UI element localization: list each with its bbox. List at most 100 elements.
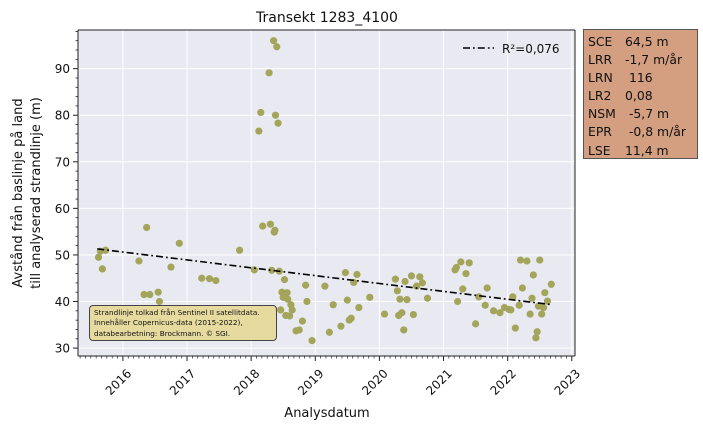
data-point [283, 289, 291, 297]
x-tick-label: 2022 [488, 366, 519, 397]
data-point [280, 276, 289, 284]
data-point [509, 293, 517, 301]
stat-value: -5,7 m [625, 106, 670, 122]
data-point [140, 290, 148, 299]
data-point [98, 265, 106, 273]
data-point [516, 256, 525, 264]
data-point [135, 257, 143, 265]
y-tick-label: 60 [55, 202, 70, 216]
stat-label: EPR [588, 124, 612, 140]
data-point [288, 306, 296, 314]
data-point [536, 256, 544, 264]
data-point [268, 266, 276, 274]
data-point [407, 272, 416, 280]
data-point [341, 269, 350, 277]
stat-value: 11,4 m [625, 142, 669, 158]
chart-title: Transekt 1283_4100 [255, 10, 398, 26]
data-point [459, 285, 467, 293]
data-point [528, 294, 536, 302]
data-point [423, 294, 432, 302]
x-axis-ticks: 2016 2017 2018 2019 2020 2021 2022 2023 [79, 356, 583, 398]
data-point [391, 275, 400, 283]
data-point [259, 222, 267, 230]
data-point [401, 277, 409, 286]
legend-label: R²=0,076 [502, 42, 560, 56]
data-point [265, 69, 273, 77]
data-point [266, 220, 274, 228]
data-point [205, 275, 214, 283]
legend: R²=0,076 [463, 42, 560, 56]
data-point [475, 293, 483, 301]
trend-line [97, 248, 553, 306]
data-point [329, 301, 337, 309]
stat-value: 116 [625, 70, 653, 86]
data-point [325, 328, 333, 336]
data-point [167, 263, 175, 271]
stat-row-lr2: LR2 0,08 [588, 87, 693, 105]
data-point [295, 326, 303, 334]
data-point [175, 239, 183, 247]
x-tick-label: 2019 [295, 366, 326, 397]
stat-label: SCE [588, 34, 613, 49]
stat-label: LRN [588, 70, 613, 86]
y-axis-ticks: 30 40 50 60 70 80 90 [55, 30, 78, 356]
stat-label: NSM [588, 106, 616, 122]
data-point [472, 320, 480, 328]
data-source-note: Strandlinje tolkad från Sentinel II sate… [89, 305, 277, 341]
data-point [489, 307, 498, 315]
stat-value: -1,7 m/år [625, 52, 683, 68]
stat-value: 64,5 m [625, 34, 669, 49]
data-point [515, 301, 523, 309]
data-point [286, 312, 294, 320]
statistics-box: SCE 64,5 m LRR -1,7 m/år LRN 116 LR2 0,08 N… [583, 29, 698, 159]
stat-value: -0,8 m/år [625, 124, 686, 140]
data-point [380, 310, 389, 318]
data-point [393, 287, 401, 295]
data-point [507, 306, 515, 314]
data-point [146, 290, 154, 299]
data-point [274, 119, 282, 127]
data-point [343, 296, 351, 304]
data-point [143, 223, 151, 232]
stat-row-lrn: LRN 116 [588, 69, 693, 87]
data-point [94, 253, 103, 261]
data-point [396, 295, 404, 303]
data-point [416, 273, 424, 281]
data-point [273, 43, 281, 51]
data-point [511, 324, 519, 332]
x-tick-label: 2020 [359, 366, 390, 397]
stat-label: LSE [588, 142, 611, 158]
data-point [236, 246, 244, 254]
data-point [413, 282, 421, 290]
data-point [154, 288, 162, 296]
data-point [403, 296, 411, 304]
data-point [481, 301, 489, 309]
x-tick-label: 2017 [167, 366, 198, 397]
data-point [462, 269, 470, 278]
data-point [271, 111, 280, 119]
x-tick-label: 2018 [231, 366, 262, 397]
x-tick-label: 2021 [423, 366, 454, 397]
data-point [308, 337, 316, 345]
data-point [298, 317, 307, 325]
x-tick-label: 2023 [552, 366, 583, 397]
data-point [496, 309, 504, 317]
stat-row-nsm: NSM -5,7 m [588, 105, 693, 123]
stat-value: 0,08 [625, 88, 653, 104]
stat-label: LRR [588, 52, 613, 68]
stat-row-lrr: LRR -1,7 m/år [588, 51, 693, 69]
data-point [347, 314, 355, 322]
data-point [541, 289, 549, 297]
data-point [212, 276, 220, 285]
data-point [400, 326, 408, 334]
stat-row-lse: LSE 11,4 m [588, 142, 693, 160]
data-point [452, 263, 460, 272]
data-points [94, 37, 555, 345]
stat-row-epr: EPR -0,8 m/år [588, 123, 693, 141]
y-axis-label-line-2: till analyserad strandlinje (m) [29, 97, 44, 289]
data-point [526, 310, 534, 318]
data-point [529, 271, 537, 279]
data-point [366, 293, 374, 301]
data-point [543, 297, 552, 305]
data-point [250, 266, 258, 274]
